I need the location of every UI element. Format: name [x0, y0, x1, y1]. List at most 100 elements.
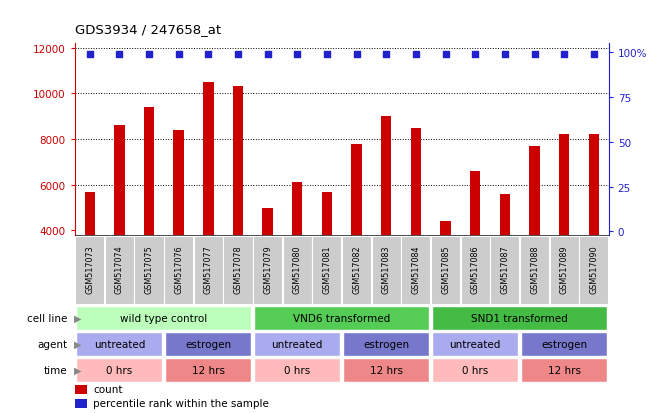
Point: [262, 51, 273, 58]
Bar: [521, 332, 607, 356]
Point: [233, 51, 243, 58]
Bar: [411, 128, 421, 322]
Text: untreated: untreated: [450, 339, 501, 349]
Text: GSM517078: GSM517078: [234, 244, 242, 293]
Text: GSM517088: GSM517088: [530, 245, 539, 293]
Text: untreated: untreated: [271, 339, 323, 349]
Bar: [322, 192, 332, 322]
Bar: [255, 332, 340, 356]
Text: GSM517075: GSM517075: [145, 244, 154, 293]
Bar: [85, 192, 95, 322]
Point: [114, 51, 124, 58]
Text: GSM517082: GSM517082: [352, 244, 361, 293]
Bar: [520, 236, 549, 304]
Bar: [559, 135, 570, 322]
Text: GSM517073: GSM517073: [85, 244, 94, 293]
Point: [470, 51, 480, 58]
Text: 12 hrs: 12 hrs: [547, 365, 581, 375]
Bar: [283, 236, 312, 304]
Text: ▶: ▶: [74, 365, 81, 375]
Text: cell line: cell line: [27, 313, 67, 323]
Bar: [76, 306, 251, 330]
Point: [322, 51, 332, 58]
Text: 12 hrs: 12 hrs: [192, 365, 225, 375]
Bar: [76, 332, 162, 356]
Text: agent: agent: [37, 339, 67, 349]
Bar: [255, 358, 340, 382]
Bar: [381, 117, 391, 322]
Point: [500, 51, 510, 58]
Point: [440, 51, 450, 58]
Text: GSM517074: GSM517074: [115, 244, 124, 293]
Point: [411, 51, 421, 58]
Bar: [343, 358, 429, 382]
Bar: [75, 236, 104, 304]
Point: [529, 51, 540, 58]
Text: GSM517090: GSM517090: [589, 244, 598, 293]
Bar: [312, 236, 342, 304]
Text: estrogen: estrogen: [541, 339, 587, 349]
Bar: [173, 131, 184, 322]
Point: [292, 51, 303, 58]
Bar: [114, 126, 124, 322]
Text: ▶: ▶: [74, 313, 81, 323]
Text: percentile rank within the sample: percentile rank within the sample: [93, 399, 269, 408]
Text: GSM517081: GSM517081: [322, 245, 331, 293]
Bar: [75, 399, 87, 408]
Point: [203, 51, 214, 58]
Text: wild type control: wild type control: [120, 313, 208, 323]
Text: GSM517086: GSM517086: [471, 245, 480, 293]
Text: GDS3934 / 247658_at: GDS3934 / 247658_at: [75, 23, 221, 36]
Text: estrogen: estrogen: [186, 339, 231, 349]
Bar: [352, 144, 362, 322]
Text: SND1 transformed: SND1 transformed: [471, 313, 568, 323]
Point: [559, 51, 570, 58]
Bar: [432, 358, 518, 382]
Bar: [165, 358, 251, 382]
Bar: [461, 236, 490, 304]
Bar: [521, 358, 607, 382]
Text: 0 hrs: 0 hrs: [284, 365, 311, 375]
Bar: [431, 236, 460, 304]
Bar: [165, 332, 251, 356]
Text: GSM517080: GSM517080: [293, 245, 302, 293]
Text: count: count: [93, 385, 122, 394]
Text: GSM517083: GSM517083: [381, 245, 391, 293]
Bar: [500, 195, 510, 322]
Point: [85, 51, 95, 58]
Bar: [440, 222, 450, 322]
Text: GSM517087: GSM517087: [501, 244, 509, 293]
Text: 12 hrs: 12 hrs: [370, 365, 403, 375]
Point: [589, 51, 599, 58]
Text: estrogen: estrogen: [363, 339, 409, 349]
Bar: [432, 306, 607, 330]
Bar: [253, 236, 282, 304]
Bar: [490, 236, 519, 304]
Point: [381, 51, 391, 58]
Bar: [76, 358, 162, 382]
Text: GSM517089: GSM517089: [560, 244, 569, 293]
Point: [173, 51, 184, 58]
Text: ▶: ▶: [74, 339, 81, 349]
Bar: [194, 236, 223, 304]
Text: GSM517084: GSM517084: [411, 245, 421, 293]
Bar: [164, 236, 193, 304]
Text: untreated: untreated: [94, 339, 145, 349]
Bar: [432, 332, 518, 356]
Text: 0 hrs: 0 hrs: [462, 365, 488, 375]
Bar: [135, 236, 163, 304]
Bar: [529, 147, 540, 322]
Bar: [372, 236, 401, 304]
Bar: [144, 108, 154, 322]
Bar: [262, 208, 273, 322]
Text: GSM517076: GSM517076: [174, 244, 183, 293]
Bar: [203, 83, 214, 322]
Bar: [233, 87, 243, 322]
Bar: [343, 332, 429, 356]
Bar: [223, 236, 253, 304]
Text: GSM517085: GSM517085: [441, 244, 450, 293]
Bar: [589, 135, 599, 322]
Text: 0 hrs: 0 hrs: [106, 365, 132, 375]
Text: VND6 transformed: VND6 transformed: [293, 313, 391, 323]
Point: [352, 51, 362, 58]
